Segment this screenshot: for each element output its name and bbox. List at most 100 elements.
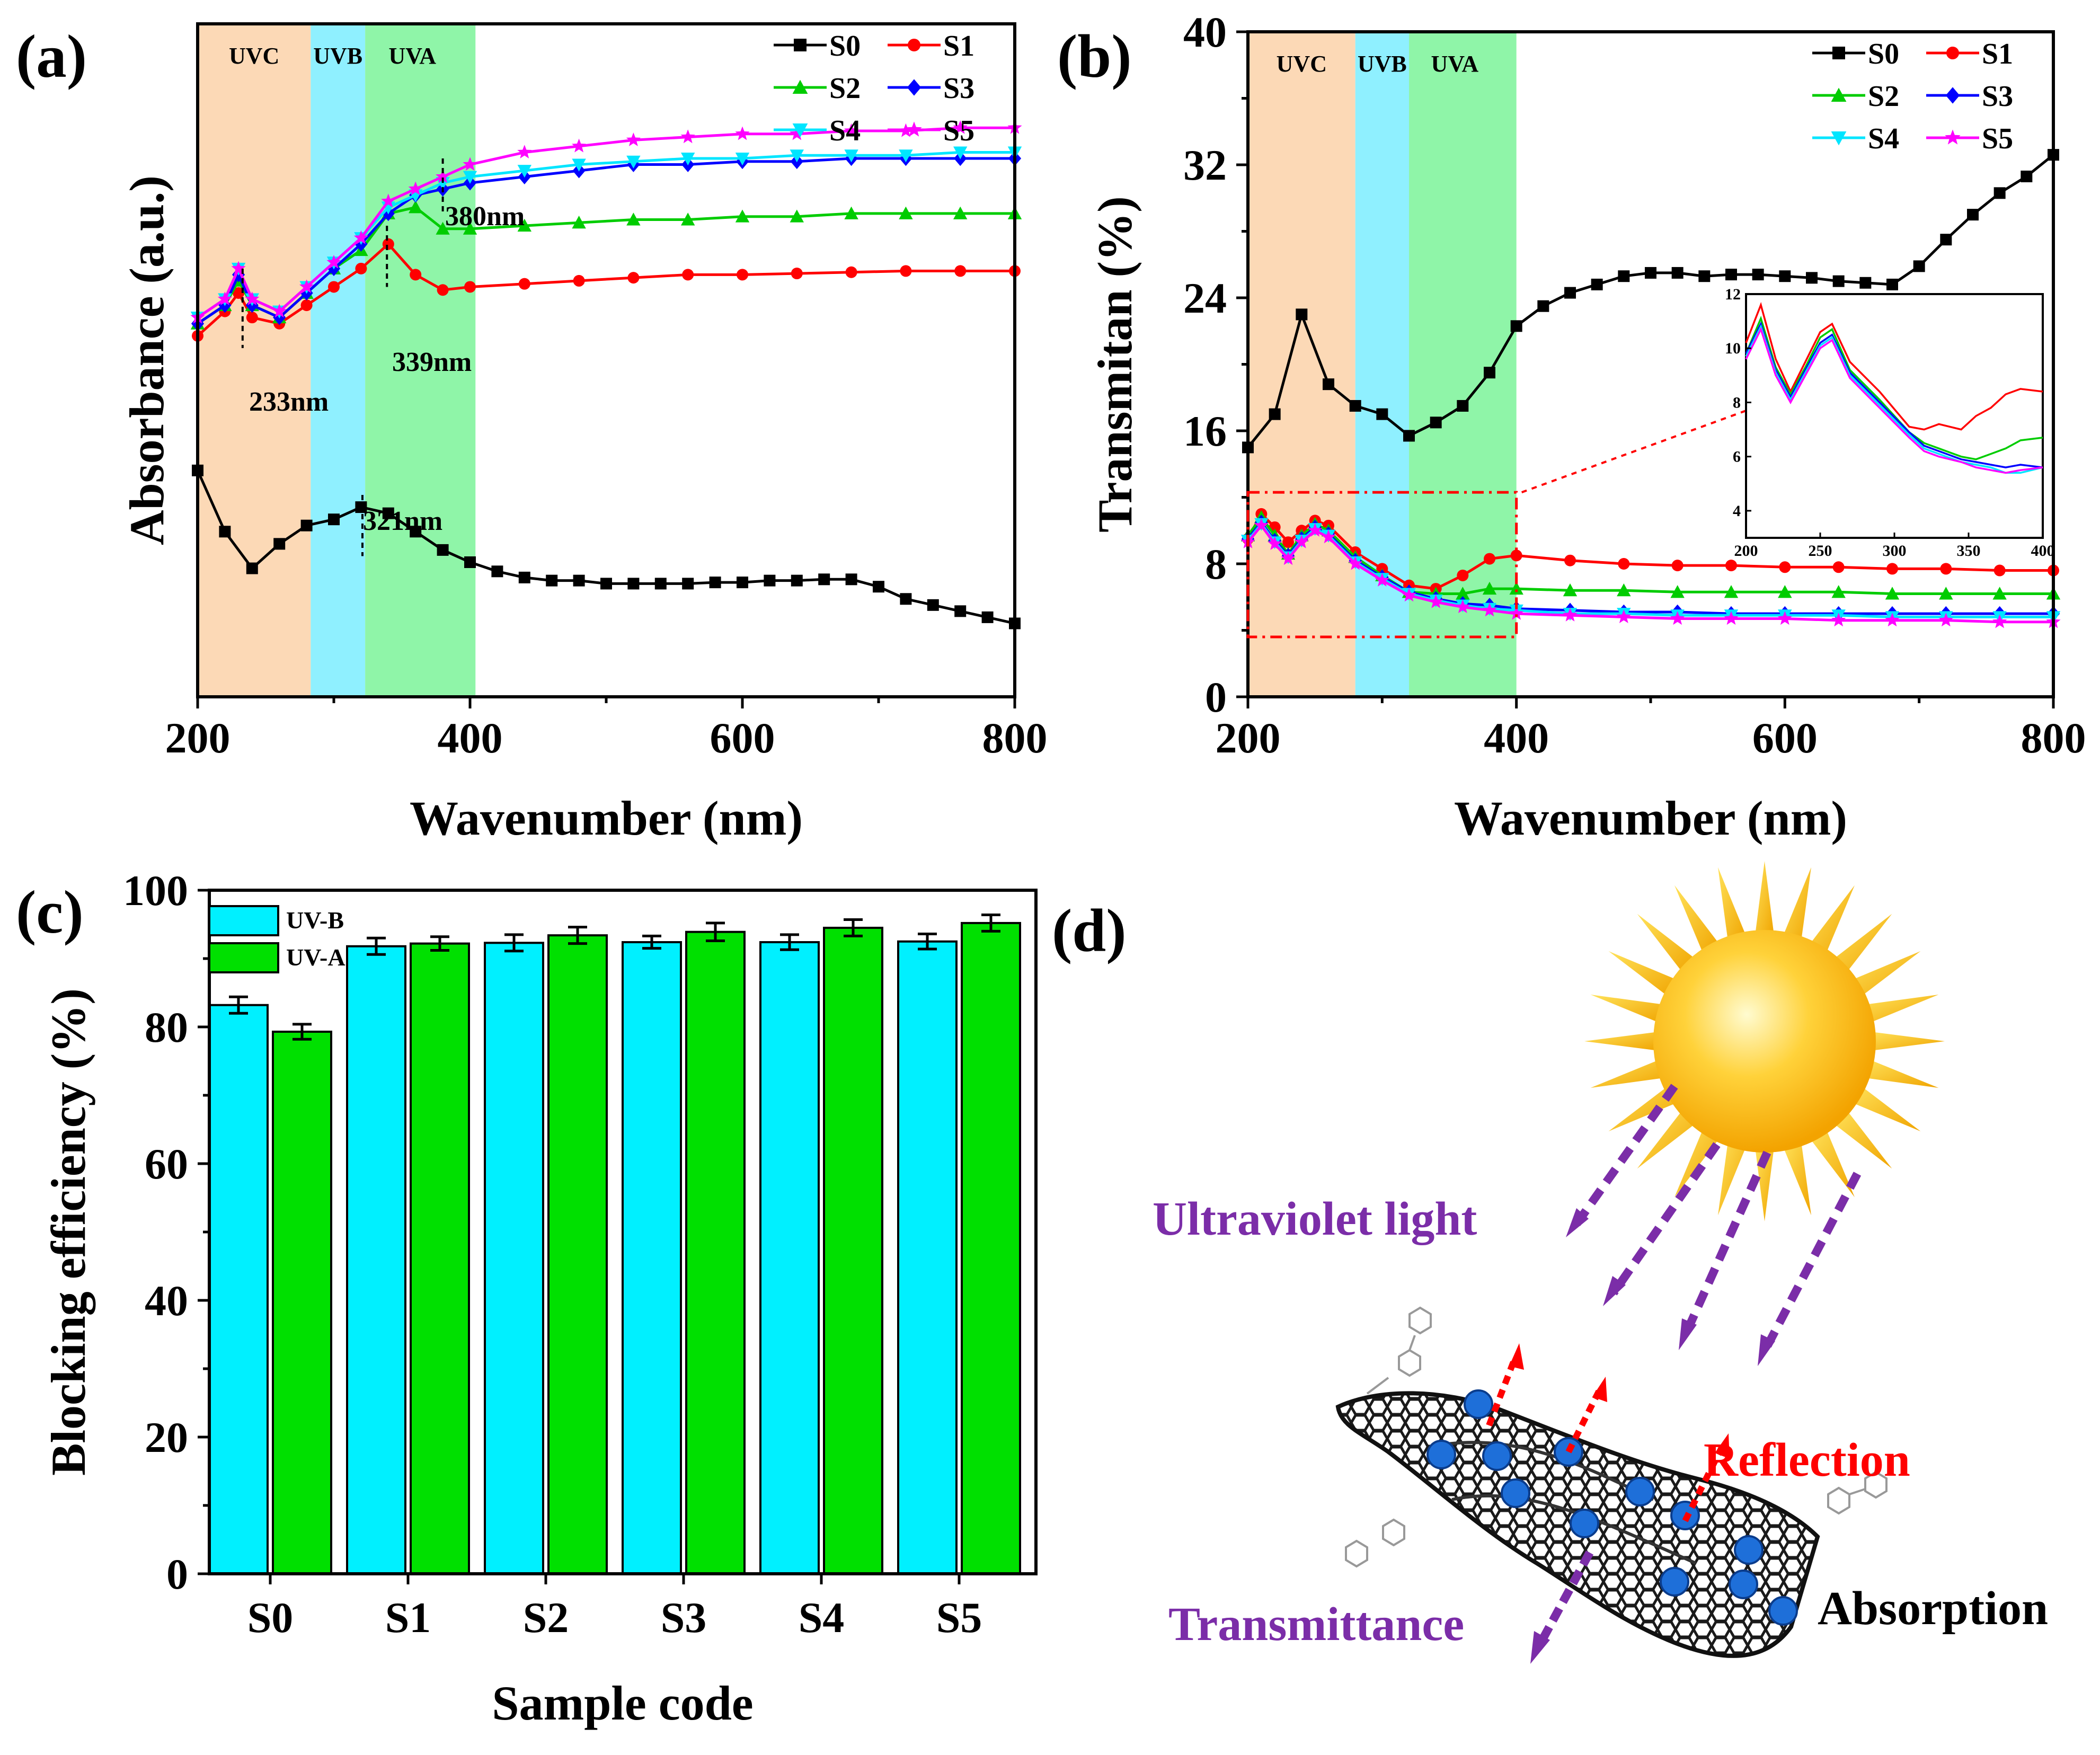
point-s1	[437, 284, 449, 296]
point-s2	[1456, 587, 1470, 600]
band-uva	[365, 24, 476, 697]
inset-y-tick-label: 12	[1725, 286, 1741, 303]
point-s0	[1859, 277, 1872, 289]
point-s5	[1268, 536, 1282, 550]
point-s5	[217, 291, 232, 306]
molecule-icons	[1345, 1306, 1888, 1568]
point-s1	[1832, 561, 1845, 573]
point-s5	[463, 157, 477, 171]
inset-y-tick-label: 10	[1725, 340, 1741, 357]
legend-label-s4: S4	[829, 114, 861, 147]
sun-ray	[1783, 867, 1811, 942]
chart-c-blocking-efficiency: S0 S1 S2 S3 S4 S5 0 20 40 60 80 100 Sample code Block…	[41, 866, 1038, 1730]
point-s5	[1777, 611, 1792, 625]
point-s2	[1778, 585, 1792, 598]
label-reflection: Reflection	[1704, 1434, 1910, 1486]
point-s0	[355, 501, 367, 513]
zoom-box	[1246, 491, 1518, 639]
point-s2	[572, 216, 586, 229]
point-s1	[233, 287, 245, 299]
point-s0	[273, 538, 286, 550]
y-tick-label: 80	[145, 1003, 188, 1051]
point-s0	[1993, 187, 2006, 199]
absorber-dot	[1768, 1596, 1798, 1626]
series-line-s3	[197, 157, 1015, 325]
point-s5	[1724, 611, 1739, 625]
sun-ray	[1584, 1032, 1659, 1051]
point-s0	[1296, 308, 1308, 321]
legend-marker-s0	[1832, 47, 1845, 59]
point-s5	[1938, 613, 1953, 627]
absorber-dot	[1501, 1478, 1530, 1508]
band-label-uvc: UVC	[1277, 51, 1327, 77]
point-s0	[1376, 408, 1388, 420]
inset-x-tick-label: 250	[1809, 542, 1832, 560]
point-s0	[1779, 270, 1791, 282]
point-s0	[219, 526, 231, 538]
point-s1	[300, 299, 313, 312]
legend-label-s5: S5	[1982, 122, 2013, 155]
x-tick-label: 200	[165, 714, 231, 762]
inset-line-s2	[1745, 315, 2043, 460]
point-s5	[1482, 602, 1497, 617]
x-tick-label: S5	[936, 1593, 982, 1642]
inset-line-s4	[1745, 324, 2043, 474]
legend-label-s2: S2	[829, 72, 861, 105]
point-s5	[1308, 523, 1323, 537]
point-s2	[844, 206, 858, 219]
point-s2	[1885, 587, 1900, 600]
x-tick-label: S2	[523, 1593, 569, 1642]
point-s5	[680, 129, 695, 144]
legend-label-s5: S5	[943, 114, 974, 147]
point-s5	[1885, 613, 1900, 627]
absorber-dot	[1464, 1389, 1493, 1419]
point-s5	[245, 291, 260, 306]
point-s4	[844, 149, 858, 163]
point-s5	[381, 193, 396, 208]
point-s0	[600, 578, 612, 590]
point-s1	[518, 278, 530, 290]
legend-label-uv-b: UV-B	[286, 907, 344, 934]
bar-uv-b-s3	[622, 941, 682, 1575]
band-uvb	[311, 24, 366, 697]
point-s2	[953, 206, 968, 219]
legend-marker-s3	[907, 79, 921, 96]
legend-swatch-uv-b	[208, 905, 279, 936]
annotation-339nm: 339nm	[392, 347, 472, 377]
point-s1	[1564, 554, 1576, 566]
bar-uv-b-s4	[759, 941, 820, 1575]
point-s1	[791, 268, 803, 280]
legend-marker-s4	[1831, 131, 1847, 146]
point-s0	[1403, 430, 1415, 442]
bar-uv-b-s5	[897, 940, 958, 1575]
legend-label-s3: S3	[943, 72, 974, 105]
band-label-uva: UVA	[1431, 51, 1479, 77]
point-s5	[1294, 534, 1309, 548]
sun-ray	[1674, 1128, 1720, 1198]
point-s1	[328, 281, 340, 293]
point-s0	[546, 574, 558, 587]
point-s5	[1616, 609, 1631, 623]
point-s1	[464, 281, 476, 293]
point-s1	[1457, 569, 1469, 581]
band-label-uvc: UVC	[229, 43, 279, 69]
point-s5	[1429, 594, 1443, 608]
point-s5	[1992, 614, 2007, 628]
point-s0	[1671, 267, 1683, 279]
point-s5	[1375, 573, 1389, 587]
y-tick-label: 32	[1183, 141, 1227, 189]
point-s0	[491, 565, 503, 578]
point-s0	[927, 599, 939, 611]
sun-ray	[1608, 1086, 1678, 1131]
point-s5	[1831, 613, 1846, 627]
legend-marker-s5	[906, 121, 922, 137]
label-transmittance: Transmittance	[1168, 1598, 1464, 1651]
point-s2	[1509, 581, 1523, 595]
bar-uv-b-s0	[208, 1004, 269, 1575]
bar-uv-a-s3	[685, 930, 746, 1575]
point-s1	[1618, 558, 1630, 570]
point-s0	[328, 513, 340, 526]
point-s4	[899, 149, 913, 163]
point-s2	[735, 209, 750, 223]
legend-marker-s1	[908, 39, 920, 51]
